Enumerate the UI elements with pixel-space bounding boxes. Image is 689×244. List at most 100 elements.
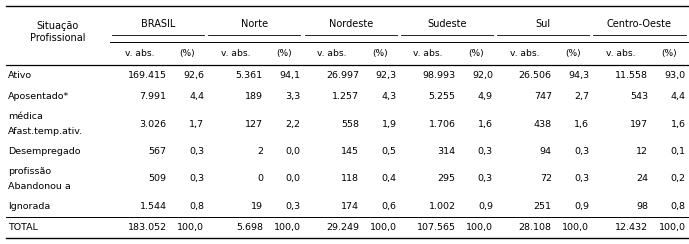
Text: 0,3: 0,3 xyxy=(478,147,493,156)
Text: 107.565: 107.565 xyxy=(416,223,455,232)
Text: 29.249: 29.249 xyxy=(326,223,359,232)
Text: 197: 197 xyxy=(630,120,648,129)
Text: 94,1: 94,1 xyxy=(280,71,300,80)
Text: 0,3: 0,3 xyxy=(478,174,493,183)
Text: 5.361: 5.361 xyxy=(236,71,263,80)
Text: 93,0: 93,0 xyxy=(664,71,686,80)
Text: 747: 747 xyxy=(534,92,552,101)
Text: Aposentado*: Aposentado* xyxy=(8,92,70,101)
Text: 100,0: 100,0 xyxy=(370,223,397,232)
Text: 26.506: 26.506 xyxy=(519,71,552,80)
Text: 0,9: 0,9 xyxy=(574,202,589,211)
Text: 0,5: 0,5 xyxy=(382,147,397,156)
Text: v. abs.: v. abs. xyxy=(606,49,635,58)
Text: 28.108: 28.108 xyxy=(519,223,552,232)
Text: (%): (%) xyxy=(661,49,677,58)
Text: 0,6: 0,6 xyxy=(382,202,397,211)
Text: Nordeste: Nordeste xyxy=(329,19,373,29)
Text: v. abs.: v. abs. xyxy=(510,49,539,58)
Text: 295: 295 xyxy=(438,174,455,183)
Text: 0,8: 0,8 xyxy=(189,202,204,211)
Text: 183.052: 183.052 xyxy=(127,223,167,232)
Text: 19: 19 xyxy=(251,202,263,211)
Text: 7.991: 7.991 xyxy=(140,92,167,101)
Text: Desempregado: Desempregado xyxy=(8,147,81,156)
Text: v. abs.: v. abs. xyxy=(125,49,154,58)
Text: 11.558: 11.558 xyxy=(615,71,648,80)
Text: 92,3: 92,3 xyxy=(376,71,397,80)
Text: 3.026: 3.026 xyxy=(139,120,167,129)
Text: 0,0: 0,0 xyxy=(285,174,300,183)
Text: 145: 145 xyxy=(341,147,359,156)
Text: 0,8: 0,8 xyxy=(670,202,686,211)
Text: BRASIL: BRASIL xyxy=(141,19,175,29)
Text: Ignorada: Ignorada xyxy=(8,202,50,211)
Text: 0,4: 0,4 xyxy=(382,174,397,183)
Text: 100,0: 100,0 xyxy=(177,223,204,232)
Text: v. abs.: v. abs. xyxy=(317,49,347,58)
Text: 0,3: 0,3 xyxy=(574,174,589,183)
Text: 0,3: 0,3 xyxy=(574,147,589,156)
Text: 24: 24 xyxy=(636,174,648,183)
Text: 100,0: 100,0 xyxy=(274,223,300,232)
Text: 92,0: 92,0 xyxy=(472,71,493,80)
Text: 189: 189 xyxy=(245,92,263,101)
Text: 118: 118 xyxy=(341,174,359,183)
Text: 12: 12 xyxy=(636,147,648,156)
Text: 438: 438 xyxy=(533,120,552,129)
Text: 5.255: 5.255 xyxy=(429,92,455,101)
Text: 2,2: 2,2 xyxy=(285,120,300,129)
Text: médica: médica xyxy=(8,112,43,121)
Text: 1.544: 1.544 xyxy=(140,202,167,211)
Text: 0: 0 xyxy=(257,174,263,183)
Text: 169.415: 169.415 xyxy=(127,71,167,80)
Text: 3,3: 3,3 xyxy=(285,92,300,101)
Text: 100,0: 100,0 xyxy=(659,223,686,232)
Text: 1.257: 1.257 xyxy=(332,92,359,101)
Text: 26.997: 26.997 xyxy=(326,71,359,80)
Text: 0,2: 0,2 xyxy=(670,174,686,183)
Text: 2: 2 xyxy=(257,147,263,156)
Text: 251: 251 xyxy=(534,202,552,211)
Text: 100,0: 100,0 xyxy=(562,223,589,232)
Text: 1,6: 1,6 xyxy=(574,120,589,129)
Text: TOTAL: TOTAL xyxy=(8,223,38,232)
Text: profissão: profissão xyxy=(8,167,52,176)
Text: 98.993: 98.993 xyxy=(422,71,455,80)
Text: (%): (%) xyxy=(565,49,580,58)
Text: 4,4: 4,4 xyxy=(670,92,686,101)
Text: (%): (%) xyxy=(180,49,195,58)
Text: 0,9: 0,9 xyxy=(478,202,493,211)
Text: v. abs.: v. abs. xyxy=(413,49,443,58)
Text: 98: 98 xyxy=(636,202,648,211)
Text: 12.432: 12.432 xyxy=(615,223,648,232)
Text: Ativo: Ativo xyxy=(8,71,32,80)
Text: (%): (%) xyxy=(276,49,291,58)
Text: 4,3: 4,3 xyxy=(382,92,397,101)
Text: 0,1: 0,1 xyxy=(670,147,686,156)
Text: 2,7: 2,7 xyxy=(574,92,589,101)
Text: 1,6: 1,6 xyxy=(670,120,686,129)
Text: Sul: Sul xyxy=(535,19,551,29)
Text: 4,4: 4,4 xyxy=(189,92,204,101)
Text: Situação: Situação xyxy=(37,21,79,31)
Text: 0,3: 0,3 xyxy=(285,202,300,211)
Text: 314: 314 xyxy=(438,147,455,156)
Text: (%): (%) xyxy=(469,49,484,58)
Text: 100,0: 100,0 xyxy=(466,223,493,232)
Text: 0,0: 0,0 xyxy=(285,147,300,156)
Text: 94: 94 xyxy=(539,147,552,156)
Text: 1.002: 1.002 xyxy=(429,202,455,211)
Text: 92,6: 92,6 xyxy=(183,71,204,80)
Text: 558: 558 xyxy=(341,120,359,129)
Text: 1,6: 1,6 xyxy=(478,120,493,129)
Text: Profissional: Profissional xyxy=(30,32,85,42)
Text: Centro-Oeste: Centro-Oeste xyxy=(607,19,672,29)
Text: Afast.temp.ativ.: Afast.temp.ativ. xyxy=(8,127,83,136)
Text: Abandonou a: Abandonou a xyxy=(8,182,71,191)
Text: 0,3: 0,3 xyxy=(189,147,204,156)
Text: 94,3: 94,3 xyxy=(568,71,589,80)
Text: v. abs.: v. abs. xyxy=(221,49,250,58)
Text: 127: 127 xyxy=(245,120,263,129)
Text: Sudeste: Sudeste xyxy=(427,19,466,29)
